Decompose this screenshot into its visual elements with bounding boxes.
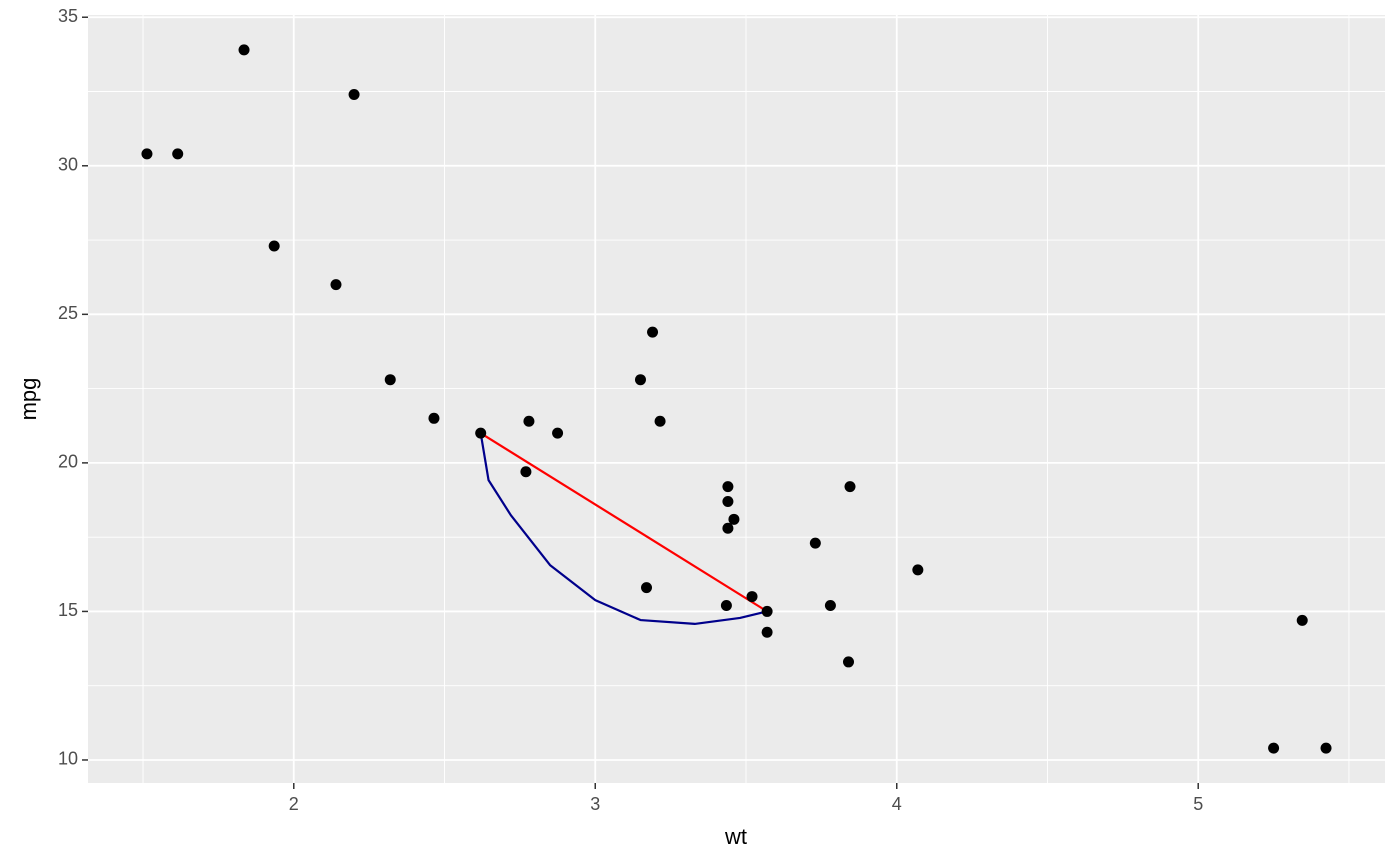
y-tick-label: 20: [58, 452, 78, 472]
point: [761, 626, 773, 638]
y-axis-title: mpg: [16, 378, 41, 421]
point: [728, 513, 740, 525]
point: [641, 582, 653, 594]
line: [480, 432, 768, 613]
point: [720, 599, 732, 611]
point: [844, 481, 856, 493]
point: [722, 481, 734, 493]
point: [809, 537, 821, 549]
point: [348, 88, 360, 100]
point: [654, 415, 666, 427]
point: [523, 415, 535, 427]
point: [912, 564, 924, 576]
y-tick-label: 35: [58, 6, 78, 26]
y-tick-label: 15: [58, 600, 78, 620]
point: [520, 466, 532, 478]
point: [141, 148, 153, 160]
y-tick-label: 10: [58, 749, 78, 769]
point: [1296, 614, 1308, 626]
point: [1268, 742, 1280, 754]
point: [552, 427, 564, 439]
point: [384, 374, 396, 386]
point: [824, 599, 836, 611]
point: [1320, 742, 1332, 754]
y-tick-label: 30: [58, 155, 78, 175]
point: [475, 427, 487, 439]
point: [428, 412, 440, 424]
point: [761, 605, 773, 617]
point: [268, 240, 280, 252]
point: [722, 495, 734, 507]
point: [746, 591, 758, 603]
point: [238, 44, 250, 56]
point: [634, 374, 646, 386]
point: [722, 522, 734, 534]
point: [843, 656, 855, 668]
y-tick-label: 25: [58, 303, 78, 323]
x-tick-label: 5: [1193, 794, 1203, 814]
x-axis-title: wt: [724, 824, 747, 849]
point: [172, 148, 184, 160]
x-tick-label: 4: [892, 794, 902, 814]
x-tick-label: 3: [590, 794, 600, 814]
point: [330, 279, 342, 291]
x-tick-label: 2: [289, 794, 299, 814]
point: [647, 326, 659, 338]
panel: [88, 15, 1385, 783]
line: [479, 432, 768, 626]
